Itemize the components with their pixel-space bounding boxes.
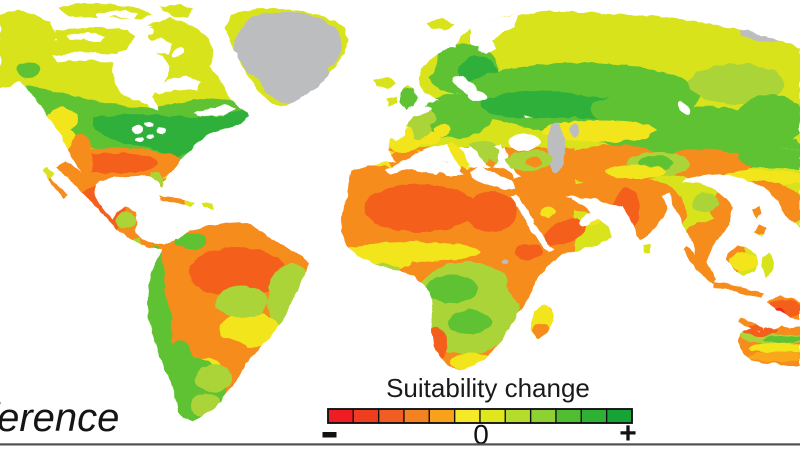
svg-text:+: + [619, 417, 637, 450]
svg-text:0: 0 [473, 419, 489, 450]
svg-text:ference: ference [0, 396, 119, 440]
svg-text:Suitability change: Suitability change [386, 373, 590, 403]
